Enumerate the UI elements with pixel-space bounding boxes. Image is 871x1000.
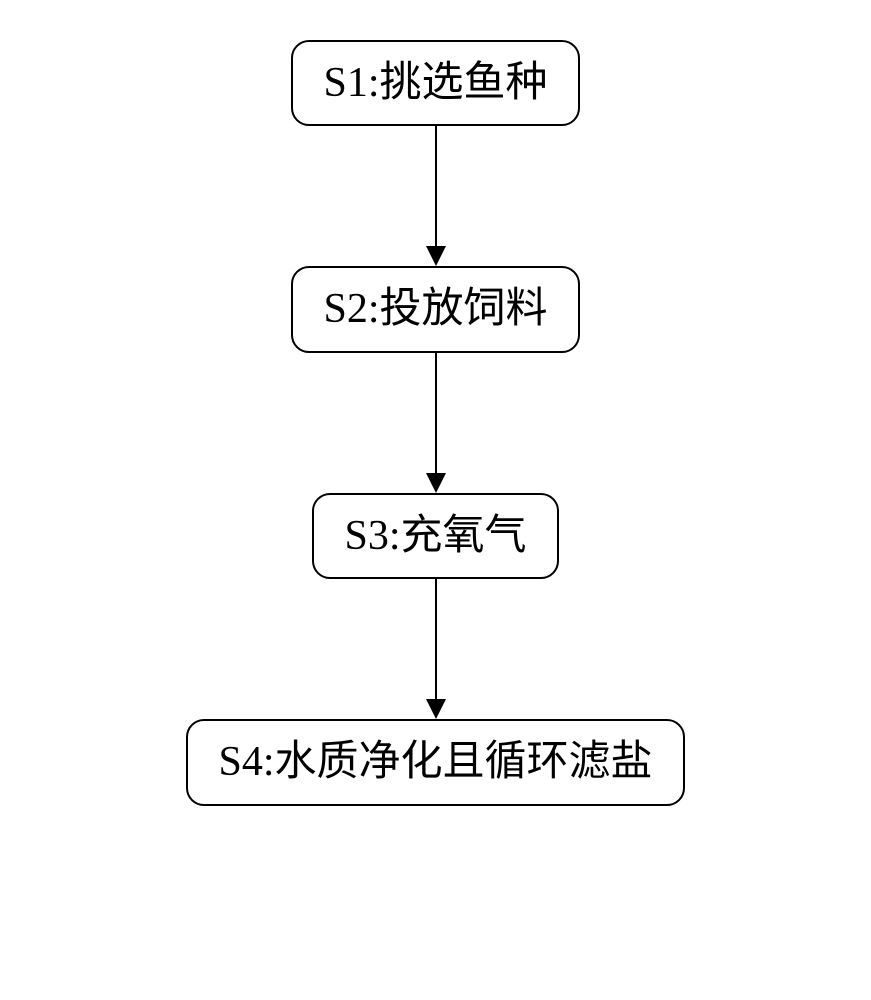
arrow-line	[435, 126, 437, 246]
arrow-head-icon	[426, 699, 446, 719]
flowchart-arrow-2	[426, 353, 446, 493]
flowchart-arrow-3	[426, 579, 446, 719]
flowchart-container: S1:挑选鱼种 S2:投放饲料 S3:充氧气 S4:水质净化且循环滤盐	[186, 40, 684, 806]
flowchart-node-s1: S1:挑选鱼种	[291, 40, 579, 126]
arrow-line	[435, 353, 437, 473]
arrow-head-icon	[426, 473, 446, 493]
arrow-head-icon	[426, 246, 446, 266]
flowchart-node-s2: S2:投放饲料	[291, 266, 579, 352]
flowchart-arrow-1	[426, 126, 446, 266]
arrow-line	[435, 579, 437, 699]
flowchart-node-s4: S4:水质净化且循环滤盐	[186, 719, 684, 805]
flowchart-node-s3: S3:充氧气	[312, 493, 558, 579]
